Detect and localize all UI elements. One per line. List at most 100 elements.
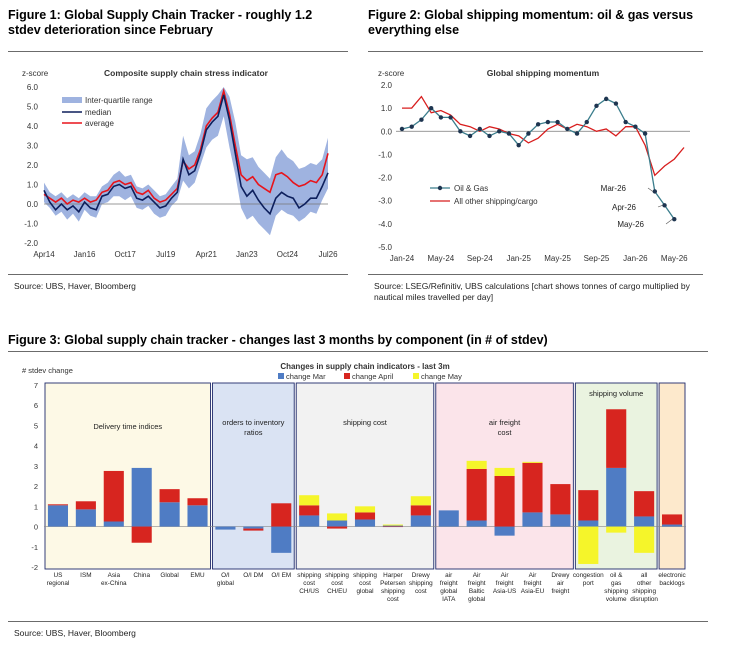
bar-segment xyxy=(271,526,292,553)
category-label: electronic backlogs xyxy=(658,572,686,587)
category-label-line: shipping xyxy=(353,572,377,579)
category-label-line: CH/EU xyxy=(327,588,347,595)
category-label: Air freight Asia-EU xyxy=(521,572,545,595)
x-tick-label: Jan-26 xyxy=(623,254,648,263)
oil-gas-point xyxy=(477,126,482,132)
category-label-line: Drewy xyxy=(412,572,431,579)
category-label-line: cost xyxy=(359,580,371,587)
bar-segment xyxy=(243,528,264,531)
oil-gas-point xyxy=(497,129,502,134)
category-label: O/I EM xyxy=(271,572,291,579)
group-label-line: ratios xyxy=(244,428,263,437)
y-tick-label: 6.0 xyxy=(27,83,39,92)
oil-gas-point xyxy=(526,131,531,136)
chart-title: Changes in supply chain indicators - las… xyxy=(280,362,449,371)
category-label-line: cost xyxy=(387,596,399,603)
category-label: congestion port xyxy=(573,572,604,587)
category-label: China xyxy=(133,572,150,579)
category-label: Air freight Baltic global xyxy=(468,572,486,603)
annotation-label: May-26 xyxy=(617,220,644,229)
legend-oil-label: Oil & Gas xyxy=(454,184,488,193)
x-tick-label: Sep-24 xyxy=(467,254,493,263)
bar-segment xyxy=(606,467,627,527)
figure-1-title: Figure 1: Global Supply Chain Tracker - … xyxy=(8,8,313,37)
y-tick-label: -2 xyxy=(31,563,38,572)
oil-gas-point xyxy=(652,189,658,194)
bar-segment xyxy=(550,484,571,515)
category-label-line: backlogs xyxy=(659,580,684,587)
category-label-line: freight xyxy=(468,580,486,587)
category-label: O/I DM xyxy=(243,572,263,579)
x-tick-label: Oct24 xyxy=(277,250,299,259)
legend-swatch xyxy=(344,373,350,379)
oil-gas-point xyxy=(545,119,551,125)
median-line xyxy=(43,94,329,216)
category-label-line: cost xyxy=(303,580,315,587)
category-label-line: IATA xyxy=(442,596,456,603)
y-tick-label: -1 xyxy=(31,543,38,552)
category-label-line: other xyxy=(637,580,652,587)
category-label: oil & gas shipping volume xyxy=(604,572,628,603)
bar-segment xyxy=(187,505,208,527)
bar-segment xyxy=(522,462,543,513)
y-axis-label: z-score xyxy=(378,69,405,78)
bar-segment xyxy=(410,505,431,516)
category-label-line: Global xyxy=(160,572,178,579)
category-label-line: global xyxy=(217,580,234,587)
category-label-line: cost xyxy=(331,580,343,587)
figure-2-top-rule xyxy=(368,51,703,52)
legend-swatch xyxy=(278,373,284,379)
x-tick-label: Jan-25 xyxy=(506,254,531,263)
category-label: shipping cost global xyxy=(353,572,377,595)
bar-segment xyxy=(187,498,208,506)
y-tick-label: 1.0 xyxy=(381,104,393,113)
category-label: Air freight Asia-US xyxy=(493,572,516,595)
y-tick-label: 5.0 xyxy=(27,103,39,112)
y-tick-label: 2 xyxy=(34,482,38,491)
oil-gas-point xyxy=(409,124,414,129)
y-tick-label: -2.0 xyxy=(24,239,38,248)
oil-gas-point xyxy=(594,103,599,109)
category-label: Drewy air freight xyxy=(551,572,570,595)
category-label-line: freight xyxy=(440,580,458,587)
legend-iqr-swatch xyxy=(62,97,82,103)
bar-segment xyxy=(606,409,627,468)
legend-label: change May xyxy=(421,372,462,381)
legend-label: change Mar xyxy=(286,372,326,381)
y-axis-label: # stdev change xyxy=(22,366,73,375)
category-label-line: shipping xyxy=(604,588,628,595)
category-label-line: shipping xyxy=(632,588,656,595)
group-label: Delivery time indices xyxy=(93,422,162,431)
bar-segment xyxy=(550,514,571,527)
category-label-line: ISM xyxy=(80,572,91,579)
group-label-line: cost xyxy=(498,428,513,437)
oil-gas-point xyxy=(399,126,405,132)
category-label-line: shipping xyxy=(297,572,321,579)
legend-swatch xyxy=(413,373,419,379)
legend-iqr-label: Inter-quartile range xyxy=(85,96,153,105)
x-tick-label: May-24 xyxy=(428,254,455,263)
y-tick-label: -1.0 xyxy=(24,220,38,229)
bar-segment xyxy=(354,506,376,513)
bar-segment xyxy=(634,526,655,553)
figure-3-bottom-rule xyxy=(8,621,708,622)
bar-segment xyxy=(327,513,348,521)
x-tick-label: Jan23 xyxy=(236,250,258,259)
bar-segment xyxy=(438,510,459,527)
oil-gas-point xyxy=(516,142,521,148)
bar-segment xyxy=(410,515,431,527)
x-tick-label: Jan-24 xyxy=(390,254,415,263)
category-label: Asia ex-China xyxy=(101,572,127,587)
legend-average-label: average xyxy=(85,119,114,128)
bar-segment xyxy=(75,509,96,527)
category-label: ISM xyxy=(80,572,91,579)
group-panel xyxy=(44,382,211,570)
x-tick-label: May-26 xyxy=(661,254,688,263)
oil-gas-point xyxy=(574,131,580,136)
oil-gas-point xyxy=(565,126,570,132)
legend-label: change April xyxy=(352,372,394,381)
bar-segment xyxy=(215,526,236,530)
category-label-line: gas xyxy=(611,580,621,587)
bar-segment xyxy=(466,460,487,469)
bar-segment xyxy=(382,524,403,526)
